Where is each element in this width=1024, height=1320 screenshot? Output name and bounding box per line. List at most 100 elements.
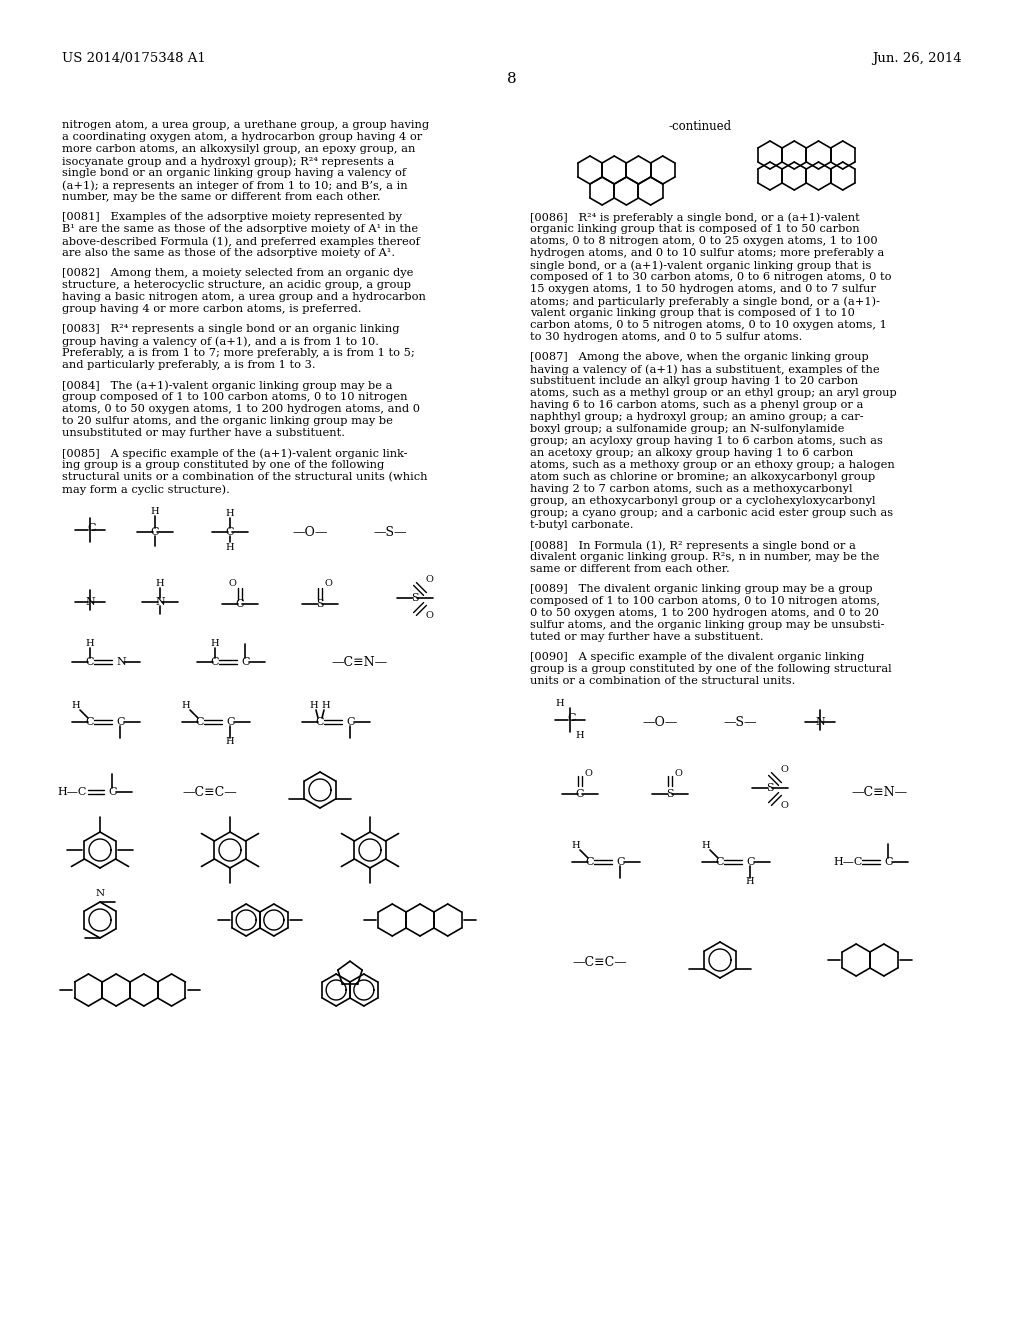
Text: group is a group constituted by one of the following structural: group is a group constituted by one of t… bbox=[530, 664, 892, 675]
Text: C: C bbox=[575, 789, 585, 799]
Text: units or a combination of the structural units.: units or a combination of the structural… bbox=[530, 676, 796, 686]
Text: C: C bbox=[616, 857, 625, 867]
Text: ing group is a group constituted by one of the following: ing group is a group constituted by one … bbox=[62, 459, 384, 470]
Text: S: S bbox=[667, 789, 674, 799]
Text: —C≡N—: —C≡N— bbox=[852, 785, 908, 799]
Text: H: H bbox=[322, 701, 331, 710]
Text: C: C bbox=[151, 527, 160, 537]
Text: are also the same as those of the adsorptive moiety of A¹.: are also the same as those of the adsorp… bbox=[62, 248, 395, 257]
Text: atoms, such as a methyl group or an ethyl group; an aryl group: atoms, such as a methyl group or an ethy… bbox=[530, 388, 897, 399]
Text: O: O bbox=[674, 770, 682, 779]
Text: isocyanate group and a hydroxyl group); R²⁴ represents a: isocyanate group and a hydroxyl group); … bbox=[62, 156, 394, 166]
Text: may form a cyclic structure).: may form a cyclic structure). bbox=[62, 484, 229, 495]
Text: t-butyl carbonate.: t-butyl carbonate. bbox=[530, 520, 634, 531]
Text: tuted or may further have a substituent.: tuted or may further have a substituent. bbox=[530, 632, 764, 642]
Text: —C≡N—: —C≡N— bbox=[332, 656, 388, 668]
Text: C: C bbox=[88, 523, 96, 533]
Text: divalent organic linking group. R²s, n in number, may be the: divalent organic linking group. R²s, n i… bbox=[530, 552, 880, 562]
Text: [0090]   A specific example of the divalent organic linking: [0090] A specific example of the divalen… bbox=[530, 652, 864, 663]
Text: group; an acyloxy group having 1 to 6 carbon atoms, such as: group; an acyloxy group having 1 to 6 ca… bbox=[530, 436, 883, 446]
Text: —C≡C—: —C≡C— bbox=[182, 785, 238, 799]
Text: H: H bbox=[745, 878, 755, 887]
Text: H: H bbox=[571, 842, 581, 850]
Text: composed of 1 to 100 carbon atoms, 0 to 10 nitrogen atoms,: composed of 1 to 100 carbon atoms, 0 to … bbox=[530, 597, 880, 606]
Text: C: C bbox=[225, 527, 234, 537]
Text: H: H bbox=[701, 842, 711, 850]
Text: having a basic nitrogen atom, a urea group and a hydrocarbon: having a basic nitrogen atom, a urea gro… bbox=[62, 292, 426, 302]
Text: O: O bbox=[584, 770, 592, 779]
Text: H: H bbox=[86, 639, 94, 648]
Text: structural units or a combination of the structural units (which: structural units or a combination of the… bbox=[62, 473, 427, 482]
Text: hydrogen atoms, and 0 to 10 sulfur atoms; more preferably a: hydrogen atoms, and 0 to 10 sulfur atoms… bbox=[530, 248, 885, 257]
Text: O: O bbox=[425, 576, 433, 585]
Text: H: H bbox=[575, 731, 585, 741]
Text: C: C bbox=[116, 717, 125, 727]
Text: H—C: H—C bbox=[57, 787, 87, 797]
Text: [0081]   Examples of the adsorptive moiety represented by: [0081] Examples of the adsorptive moiety… bbox=[62, 213, 402, 222]
Text: B¹ are the same as those of the adsorptive moiety of A¹ in the: B¹ are the same as those of the adsorpti… bbox=[62, 224, 418, 234]
Text: S: S bbox=[316, 599, 324, 609]
Text: [0082]   Among them, a moiety selected from an organic dye: [0082] Among them, a moiety selected fro… bbox=[62, 268, 414, 279]
Text: S: S bbox=[412, 593, 419, 603]
Text: C: C bbox=[315, 717, 325, 727]
Text: S: S bbox=[766, 783, 774, 793]
Text: (a+1); a represents an integer of from 1 to 10; and B’s, a in: (a+1); a represents an integer of from 1… bbox=[62, 180, 408, 190]
Text: single bond, or a (a+1)-valent organic linking group that is: single bond, or a (a+1)-valent organic l… bbox=[530, 260, 871, 271]
Text: N: N bbox=[116, 657, 126, 667]
Text: N: N bbox=[155, 597, 165, 607]
Text: C: C bbox=[211, 657, 219, 667]
Text: O: O bbox=[425, 611, 433, 620]
Text: number, may be the same or different from each other.: number, may be the same or different fro… bbox=[62, 191, 381, 202]
Text: C: C bbox=[346, 717, 354, 727]
Text: composed of 1 to 30 carbon atoms, 0 to 6 nitrogen atoms, 0 to: composed of 1 to 30 carbon atoms, 0 to 6… bbox=[530, 272, 892, 282]
Text: to 20 sulfur atoms, and the organic linking group may be: to 20 sulfur atoms, and the organic link… bbox=[62, 416, 393, 426]
Text: C: C bbox=[236, 599, 245, 609]
Text: 8: 8 bbox=[507, 73, 517, 86]
Text: N: N bbox=[815, 717, 825, 727]
Text: O: O bbox=[780, 766, 787, 775]
Text: having 6 to 16 carbon atoms, such as a phenyl group or a: having 6 to 16 carbon atoms, such as a p… bbox=[530, 400, 863, 411]
Text: -continued: -continued bbox=[669, 120, 731, 133]
Text: [0083]   R²⁴ represents a single bond or an organic linking: [0083] R²⁴ represents a single bond or a… bbox=[62, 323, 399, 334]
Text: [0084]   The (a+1)-valent organic linking group may be a: [0084] The (a+1)-valent organic linking … bbox=[62, 380, 392, 391]
Text: group composed of 1 to 100 carbon atoms, 0 to 10 nitrogen: group composed of 1 to 100 carbon atoms,… bbox=[62, 392, 408, 403]
Text: H: H bbox=[556, 700, 564, 709]
Text: same or different from each other.: same or different from each other. bbox=[530, 564, 730, 574]
Text: 0 to 50 oxygen atoms, 1 to 200 hydrogen atoms, and 0 to 20: 0 to 50 oxygen atoms, 1 to 200 hydrogen … bbox=[530, 609, 879, 618]
Text: H: H bbox=[225, 510, 234, 519]
Text: substituent include an alkyl group having 1 to 20 carbon: substituent include an alkyl group havin… bbox=[530, 376, 858, 385]
Text: single bond or an organic linking group having a valency of: single bond or an organic linking group … bbox=[62, 168, 407, 178]
Text: C: C bbox=[86, 657, 94, 667]
Text: H: H bbox=[72, 701, 80, 710]
Text: C: C bbox=[108, 787, 117, 797]
Text: C: C bbox=[746, 857, 755, 867]
Text: atom such as chlorine or bromine; an alkoxycarbonyl group: atom such as chlorine or bromine; an alk… bbox=[530, 473, 876, 482]
Text: group having 4 or more carbon atoms, is preferred.: group having 4 or more carbon atoms, is … bbox=[62, 304, 361, 314]
Text: C: C bbox=[716, 857, 724, 867]
Text: C: C bbox=[567, 713, 577, 723]
Text: group; a cyano group; and a carbonic acid ester group such as: group; a cyano group; and a carbonic aci… bbox=[530, 508, 893, 517]
Text: carbon atoms, 0 to 5 nitrogen atoms, 0 to 10 oxygen atoms, 1: carbon atoms, 0 to 5 nitrogen atoms, 0 t… bbox=[530, 319, 887, 330]
Text: [0088]   In Formula (1), R² represents a single bond or a: [0088] In Formula (1), R² represents a s… bbox=[530, 540, 856, 550]
Text: and particularly preferably, a is from 1 to 3.: and particularly preferably, a is from 1… bbox=[62, 360, 315, 370]
Text: C: C bbox=[241, 657, 250, 667]
Text: atoms; and particularly preferably a single bond, or a (a+1)-: atoms; and particularly preferably a sin… bbox=[530, 296, 880, 306]
Text: O: O bbox=[324, 579, 332, 589]
Text: [0085]   A specific example of the (a+1)-valent organic link-: [0085] A specific example of the (a+1)-v… bbox=[62, 447, 408, 458]
Text: Jun. 26, 2014: Jun. 26, 2014 bbox=[872, 51, 962, 65]
Text: C: C bbox=[884, 857, 893, 867]
Text: naphthyl group; a hydroxyl group; an amino group; a car-: naphthyl group; a hydroxyl group; an ami… bbox=[530, 412, 863, 422]
Text: N: N bbox=[85, 597, 95, 607]
Text: —S—: —S— bbox=[374, 525, 407, 539]
Text: above-described Formula (1), and preferred examples thereof: above-described Formula (1), and preferr… bbox=[62, 236, 420, 247]
Text: to 30 hydrogen atoms, and 0 to 5 sulfur atoms.: to 30 hydrogen atoms, and 0 to 5 sulfur … bbox=[530, 333, 803, 342]
Text: having a valency of (a+1) has a substituent, examples of the: having a valency of (a+1) has a substitu… bbox=[530, 364, 880, 375]
Text: O: O bbox=[780, 801, 787, 810]
Text: sulfur atoms, and the organic linking group may be unsubsti-: sulfur atoms, and the organic linking gr… bbox=[530, 620, 885, 630]
Text: —C≡C—: —C≡C— bbox=[572, 956, 628, 969]
Text: C: C bbox=[196, 717, 204, 727]
Text: [0089]   The divalent organic linking group may be a group: [0089] The divalent organic linking grou… bbox=[530, 583, 872, 594]
Text: C: C bbox=[586, 857, 594, 867]
Text: more carbon atoms, an alkoxysilyl group, an epoxy group, an: more carbon atoms, an alkoxysilyl group,… bbox=[62, 144, 416, 154]
Text: group having a valency of (a+1), and a is from 1 to 10.: group having a valency of (a+1), and a i… bbox=[62, 337, 379, 347]
